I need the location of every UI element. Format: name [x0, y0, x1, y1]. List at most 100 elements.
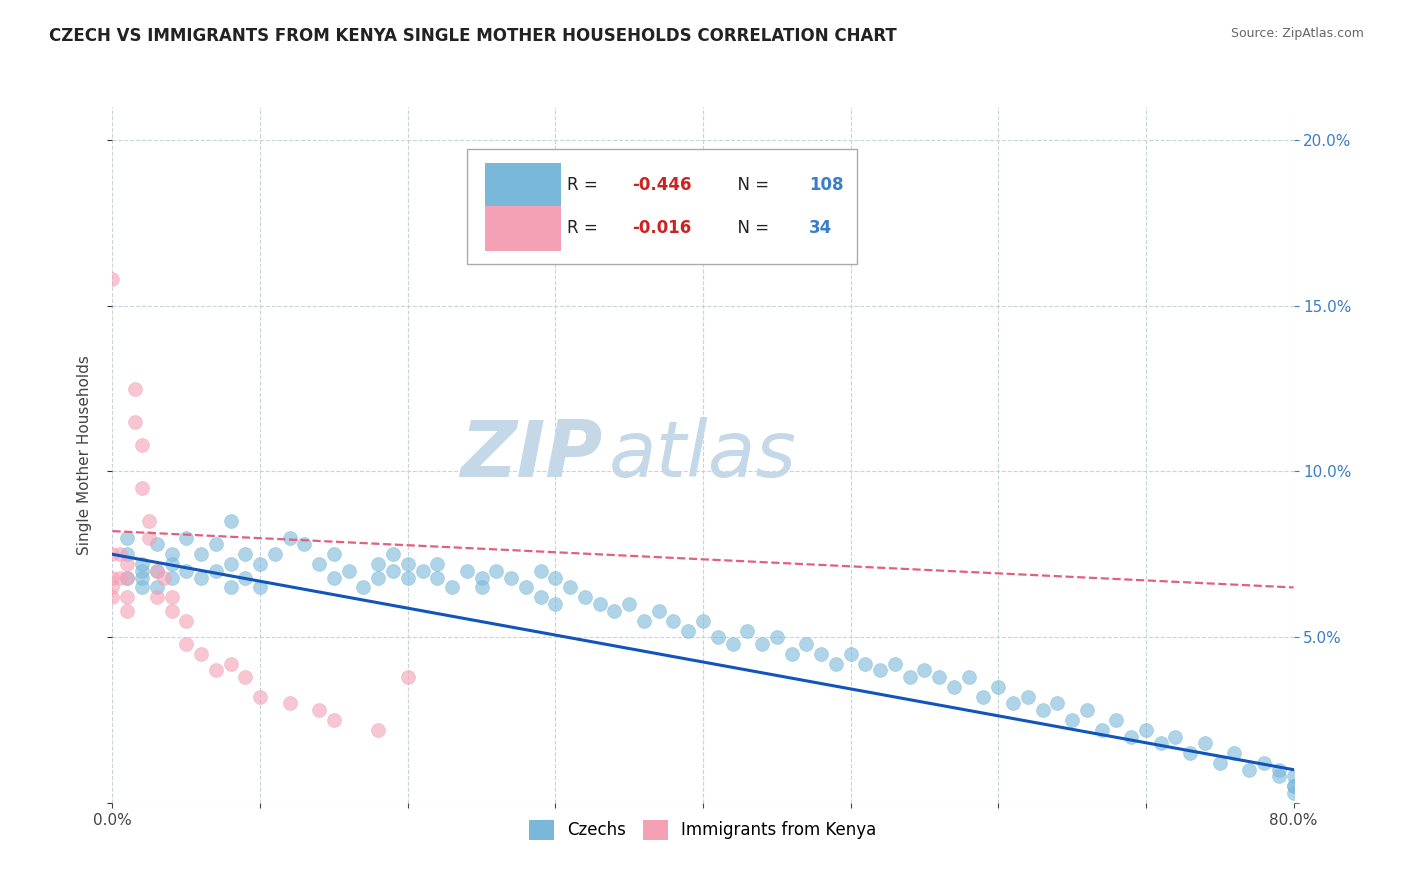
Point	[558, 581, 582, 595]
Point	[101, 570, 124, 584]
Point	[367, 570, 389, 584]
Point	[117, 570, 138, 584]
Text: N =: N =	[727, 219, 773, 237]
Point	[101, 272, 124, 286]
Point	[146, 591, 169, 605]
Point	[131, 558, 153, 572]
Point	[308, 558, 330, 572]
Point	[117, 570, 138, 584]
Point	[1119, 730, 1142, 744]
Point	[131, 438, 153, 452]
Point	[603, 604, 626, 618]
Point	[544, 597, 567, 611]
Point	[146, 564, 169, 578]
Point	[426, 570, 449, 584]
Text: -0.446: -0.446	[633, 176, 692, 194]
Point	[441, 581, 464, 595]
Point	[396, 558, 419, 572]
Point	[470, 570, 494, 584]
Point	[382, 564, 405, 578]
Point	[205, 564, 228, 578]
Point	[796, 637, 818, 651]
Point	[124, 382, 146, 396]
Point	[174, 531, 197, 545]
Point	[1194, 736, 1216, 750]
Point	[619, 597, 641, 611]
Point	[1253, 756, 1275, 770]
Point	[160, 591, 183, 605]
Point	[233, 570, 256, 584]
Point	[1268, 769, 1291, 783]
Point	[737, 624, 759, 638]
Text: ZIP: ZIP	[460, 417, 603, 493]
Point	[515, 581, 537, 595]
Legend: Czechs, Immigrants from Kenya: Czechs, Immigrants from Kenya	[523, 813, 883, 847]
Point	[367, 558, 389, 572]
Point	[914, 663, 936, 677]
Point	[160, 547, 183, 561]
Point	[138, 514, 160, 528]
Point	[146, 537, 169, 551]
Point	[662, 614, 685, 628]
Point	[1239, 763, 1261, 777]
Point	[131, 581, 153, 595]
Text: 108: 108	[810, 176, 844, 194]
Point	[205, 537, 228, 551]
Point	[249, 581, 271, 595]
Point	[278, 531, 301, 545]
FancyBboxPatch shape	[485, 162, 561, 208]
Text: R =: R =	[567, 176, 603, 194]
Point	[124, 415, 146, 429]
Point	[633, 614, 655, 628]
Point	[470, 581, 494, 595]
FancyBboxPatch shape	[467, 149, 856, 264]
Point	[160, 558, 183, 572]
Point	[1135, 723, 1157, 737]
Point	[396, 670, 419, 684]
Point	[574, 591, 596, 605]
Text: CZECH VS IMMIGRANTS FROM KENYA SINGLE MOTHER HOUSEHOLDS CORRELATION CHART: CZECH VS IMMIGRANTS FROM KENYA SINGLE MO…	[49, 27, 897, 45]
Point	[117, 604, 138, 618]
Point	[1150, 736, 1173, 750]
Point	[678, 624, 700, 638]
Point	[138, 531, 160, 545]
Point	[766, 630, 789, 644]
Point	[396, 570, 419, 584]
Point	[219, 558, 242, 572]
Point	[101, 547, 124, 561]
Point	[987, 680, 1010, 694]
Point	[160, 570, 183, 584]
Point	[721, 637, 744, 651]
Point	[1032, 703, 1054, 717]
Point	[588, 597, 610, 611]
Point	[692, 614, 714, 628]
Point	[884, 657, 907, 671]
Point	[1282, 769, 1305, 783]
Point	[190, 647, 212, 661]
Point	[898, 670, 921, 684]
Point	[485, 564, 508, 578]
Text: Source: ZipAtlas.com: Source: ZipAtlas.com	[1230, 27, 1364, 40]
Point	[1046, 697, 1069, 711]
Point	[1208, 756, 1232, 770]
Point	[117, 591, 138, 605]
Point	[1164, 730, 1187, 744]
Point	[1017, 690, 1039, 704]
Point	[233, 547, 256, 561]
FancyBboxPatch shape	[485, 206, 561, 251]
Point	[456, 564, 478, 578]
Point	[382, 547, 405, 561]
Point	[101, 591, 124, 605]
Point	[219, 581, 242, 595]
Point	[146, 564, 169, 578]
Point	[1268, 763, 1291, 777]
Point	[411, 564, 433, 578]
Point	[323, 547, 346, 561]
Point	[367, 723, 389, 737]
Point	[131, 481, 153, 495]
Point	[108, 547, 131, 561]
Text: -0.016: -0.016	[633, 219, 692, 237]
Point	[1001, 697, 1024, 711]
Text: 34: 34	[810, 219, 832, 237]
Point	[101, 581, 124, 595]
